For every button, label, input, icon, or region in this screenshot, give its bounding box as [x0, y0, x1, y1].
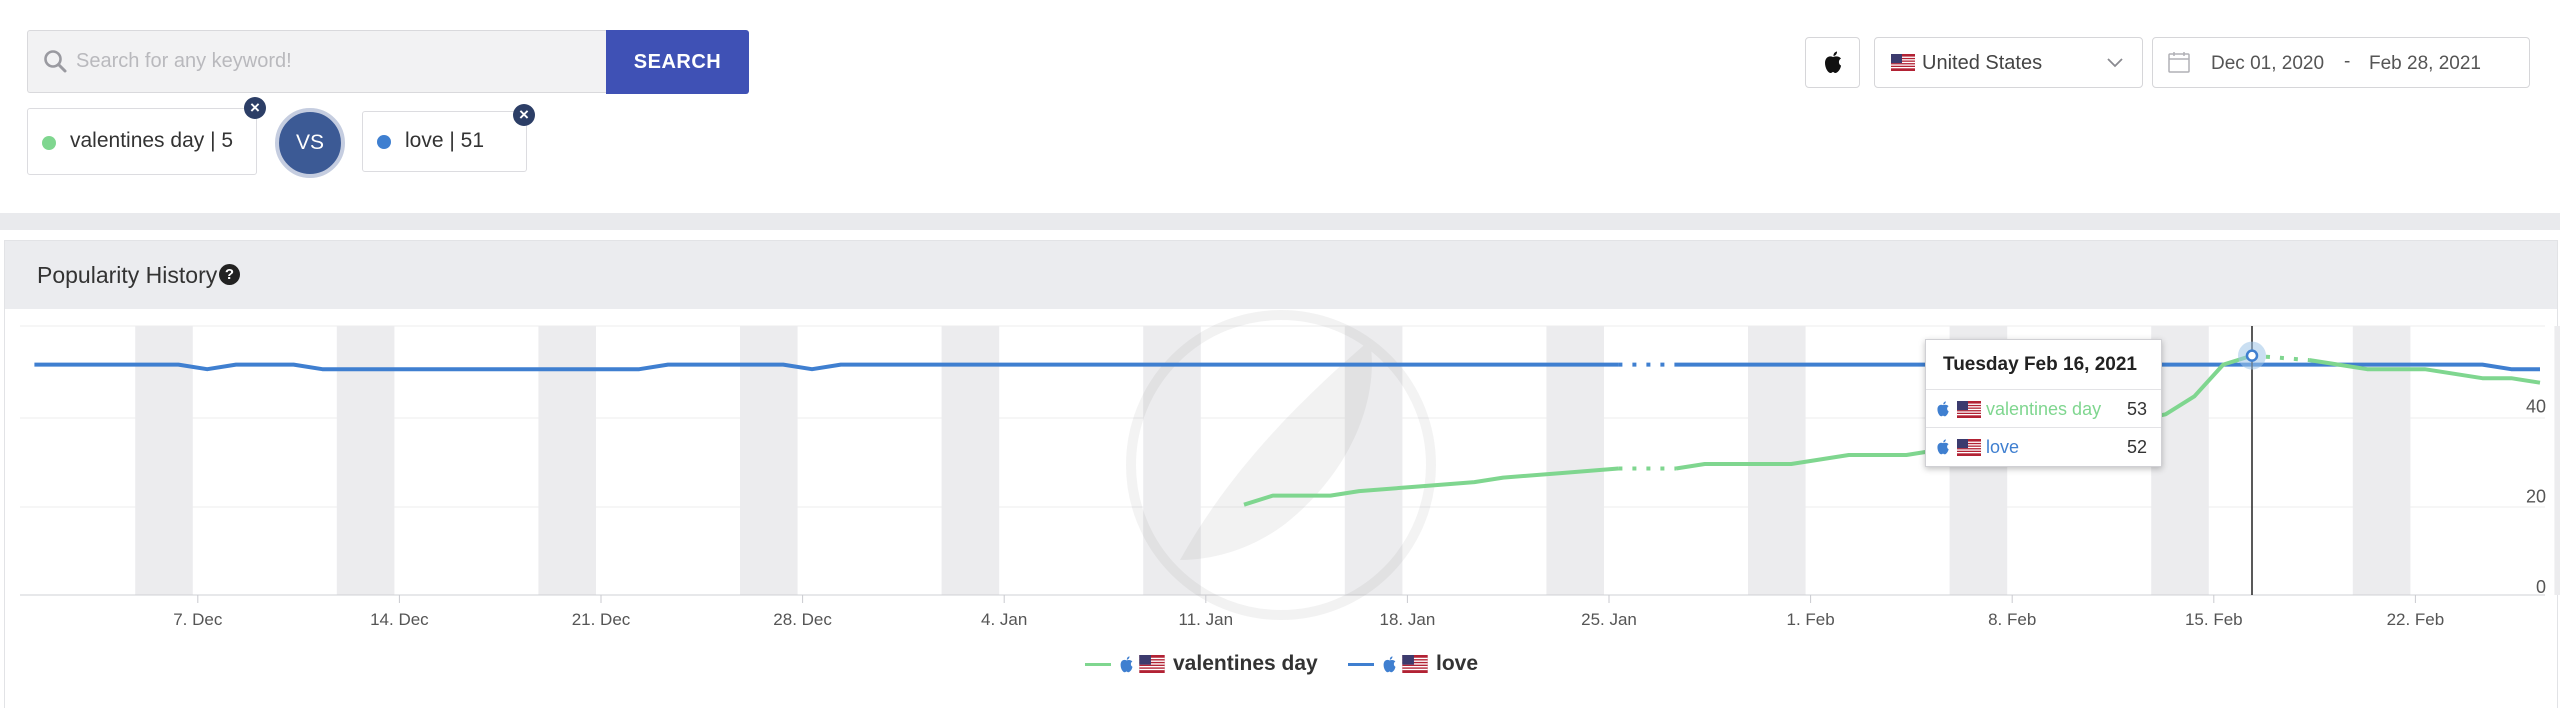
weekend-band — [2554, 326, 2560, 595]
weekend-band — [336, 326, 395, 595]
legend-line — [1085, 662, 1111, 666]
x-tick-label: 1. Feb — [1786, 610, 1834, 629]
search-icon — [44, 50, 67, 73]
x-tick-label: 28. Dec — [773, 610, 832, 629]
hover-point — [2245, 349, 2259, 362]
x-tick-label: 11. Jan — [1179, 610, 1234, 629]
x-tick-label: 21. Dec — [572, 610, 631, 629]
x-tick-label: 8. Feb — [1988, 610, 2036, 629]
remove-keyword-icon[interactable]: × — [244, 97, 266, 119]
section-divider — [0, 213, 2560, 230]
apple-icon — [1937, 439, 1949, 455]
series-line-valentines-day — [1243, 466, 1619, 507]
weekend-band — [1546, 326, 1604, 595]
keyword-chip-love[interactable]: love | 51 × — [362, 104, 535, 172]
search-button[interactable]: SEARCH — [606, 30, 749, 94]
legend-item-love[interactable]: love — [1348, 652, 1478, 676]
watermark-logo-icon — [1126, 310, 1436, 620]
y-tick-label: 20 — [2526, 487, 2546, 507]
tooltip-series-value: 52 — [2126, 437, 2147, 457]
search-input[interactable] — [76, 31, 596, 92]
watermark-rocket-icon — [1180, 340, 1372, 560]
us-flag-icon — [1139, 655, 1165, 673]
vs-badge: VS — [275, 108, 345, 178]
country-selector[interactable]: United States — [1874, 37, 2143, 88]
tooltip-series-value: 53 — [2126, 399, 2147, 419]
remove-keyword-icon[interactable]: × — [513, 104, 535, 126]
weekend-band — [1344, 326, 1403, 595]
series-line-valentines-day — [2309, 358, 2541, 385]
panel-header: Popularity History ? — [5, 241, 2557, 309]
apple-icon — [1120, 655, 1133, 672]
keyword-chip-valentines-day[interactable]: valentines day | 5 × — [27, 97, 266, 175]
x-tick-label: 14. Dec — [370, 610, 429, 629]
panel-title: Popularity History — [37, 262, 218, 288]
x-tick-label: 7. Dec — [173, 610, 223, 629]
tooltip-series-name: love — [1986, 437, 2020, 457]
tooltip-row: valentines day 53 — [1926, 389, 2161, 427]
series-color-dot — [377, 135, 391, 149]
tooltip-series-name: valentines day — [1986, 399, 2102, 419]
weekend-band — [538, 326, 596, 595]
chevron-down-icon — [2107, 58, 2123, 68]
weekend-band — [740, 326, 798, 595]
legend-line — [1348, 662, 1374, 666]
x-tick-label: 18. Jan — [1380, 610, 1436, 629]
legend-item-valentines-day[interactable]: valentines day — [1085, 652, 1318, 676]
x-tick-label: 22. Feb — [2387, 610, 2445, 629]
x-tick-label: 4. Jan — [981, 610, 1027, 629]
us-flag-icon — [1957, 439, 1981, 456]
series-gap-valentines-day — [2251, 353, 2310, 363]
weekend-band — [1143, 326, 1201, 595]
apple-icon — [1824, 51, 1841, 73]
chart-tooltip: Tuesday Feb 16, 2021 valentines day 53 l… — [1925, 339, 2162, 467]
series-line-love — [34, 362, 1619, 372]
x-tick-label: 15. Feb — [2185, 610, 2243, 629]
us-flag-icon — [1891, 54, 1915, 71]
keyword-chip-label: love | 51 — [405, 129, 485, 152]
keyword-chip-label: valentines day | 5 — [70, 129, 234, 152]
date-from: Dec 01, 2020 — [2211, 53, 2325, 74]
series-color-dot — [42, 136, 56, 150]
apple-icon — [1937, 401, 1949, 417]
weekend-band — [135, 326, 193, 595]
popularity-history-panel: Popularity History ? — [4, 240, 2558, 708]
y-tick-label: 0 — [2536, 577, 2546, 597]
country-label: United States — [1922, 52, 2043, 74]
us-flag-icon — [1957, 401, 1981, 418]
weekend-band — [1748, 326, 1806, 595]
search-box — [27, 30, 607, 93]
weekend-band — [941, 326, 1000, 595]
platform-selector[interactable] — [1805, 37, 1860, 88]
question-circle-icon[interactable]: ? — [219, 264, 240, 285]
tooltip-row: love 52 — [1926, 427, 2161, 465]
apple-icon — [1383, 655, 1396, 672]
y-tick-label: 40 — [2526, 396, 2546, 416]
legend-label: valentines day — [1173, 652, 1318, 675]
x-tick-label: 25. Jan — [1581, 610, 1637, 629]
date-to: Feb 28, 2021 — [2369, 53, 2481, 74]
calendar-icon — [2168, 52, 2190, 73]
tooltip-date: Tuesday Feb 16, 2021 — [1943, 354, 2137, 375]
date-range-picker[interactable]: Dec 01, 2020 - Feb 28, 2021 — [2152, 37, 2530, 88]
legend-label: love — [1436, 652, 1479, 675]
us-flag-icon — [1402, 655, 1428, 673]
date-separator: - — [2344, 51, 2351, 72]
